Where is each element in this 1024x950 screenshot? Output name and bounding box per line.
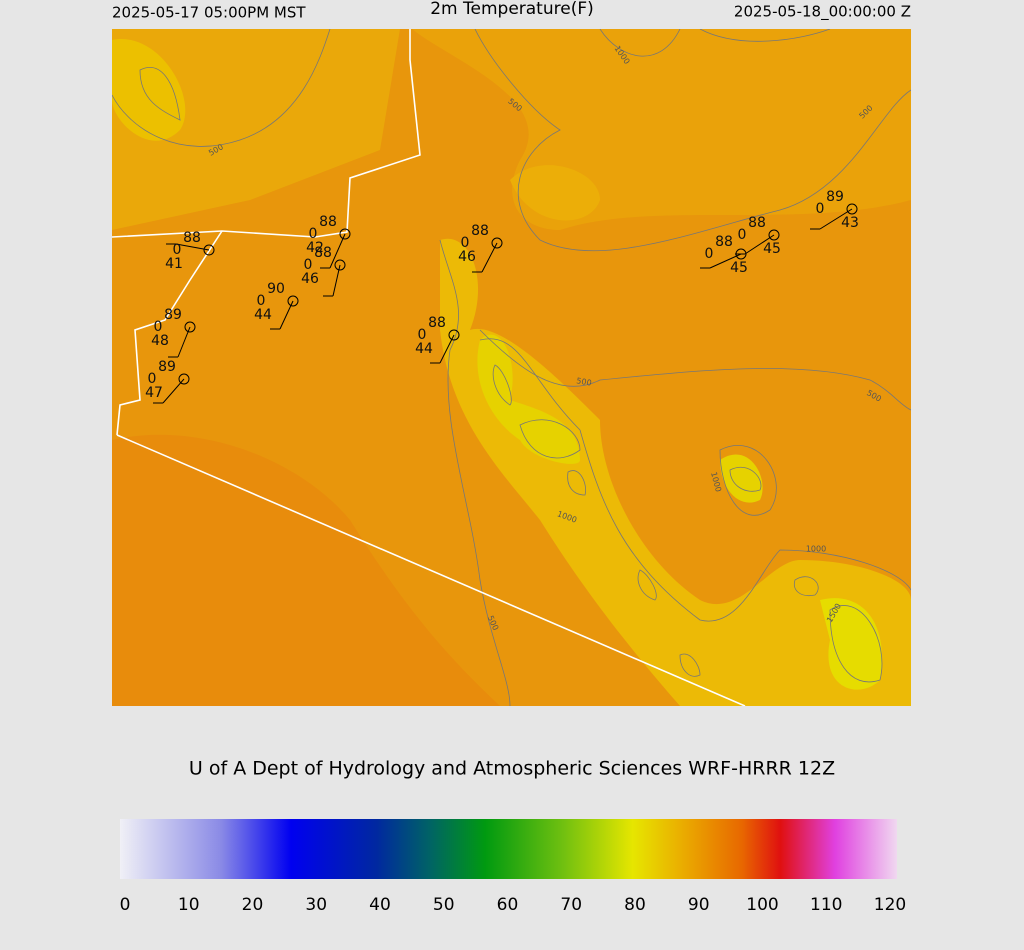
station-dewpoint: 41 — [165, 256, 183, 272]
station-wind: 0 — [705, 246, 714, 262]
wind-staff — [744, 234, 775, 255]
station-temp: 88 — [314, 245, 332, 261]
station-wind: 0 — [461, 235, 470, 251]
station-circle — [287, 295, 299, 307]
colorbar-tick-label: 10 — [178, 895, 200, 915]
station-temp: 88 — [319, 214, 337, 230]
station-circle — [203, 244, 215, 256]
station-circle — [334, 259, 346, 271]
station-circle — [178, 373, 190, 385]
colorbar-tick-label: 100 — [746, 895, 778, 915]
station-circle — [184, 321, 196, 333]
station-wind: 0 — [173, 242, 182, 258]
wind-staff — [329, 233, 346, 269]
station-wind: 0 — [309, 226, 318, 242]
station-temp: 88 — [715, 234, 733, 250]
station-dewpoint: 48 — [151, 333, 169, 349]
station-circle — [768, 229, 780, 241]
colorbar-tick-label: 110 — [810, 895, 842, 915]
station-temp: 88 — [183, 230, 201, 246]
colorbar-tick-label: 0 — [120, 895, 131, 915]
credit: U of A Dept of Hydrology and Atmospheric… — [189, 758, 835, 780]
colorbar-tick-label: 90 — [688, 895, 710, 915]
station-dewpoint: 43 — [841, 215, 859, 231]
station-circle — [339, 228, 351, 240]
colorbar-tick-label: 40 — [369, 895, 391, 915]
header-left: 2025-05-17 05:00PM MST — [112, 4, 306, 22]
station-wind: 0 — [154, 319, 163, 335]
station-temp: 89 — [164, 307, 182, 323]
colorbar-tick-label: 70 — [560, 895, 582, 915]
station-wind: 0 — [738, 227, 747, 243]
station-wind: 0 — [418, 327, 427, 343]
contour-label: 1000 — [806, 545, 826, 554]
station-dewpoint: 44 — [415, 341, 433, 357]
station-temp: 89 — [158, 359, 176, 375]
station-temp: 88 — [471, 223, 489, 239]
header-right: 2025-05-18_00:00:00 Z — [734, 3, 911, 22]
station-dewpoint: 46 — [301, 271, 319, 287]
station-temp: 88 — [748, 215, 766, 231]
contour-label: 500 — [576, 376, 593, 388]
colorbar-tick-label: 30 — [305, 895, 327, 915]
station-dewpoint: 45 — [730, 260, 748, 276]
station-dewpoint: 42 — [306, 240, 324, 256]
station-wind: 0 — [148, 371, 157, 387]
station-temp: 89 — [826, 189, 844, 205]
station-wind: 0 — [816, 201, 825, 217]
station-circle — [448, 329, 460, 341]
wind-staff — [819, 208, 853, 230]
station-dewpoint: 46 — [458, 249, 476, 265]
colorbar-tick-label: 20 — [242, 895, 264, 915]
map-title: 2m Temperature(F) — [430, 0, 594, 19]
wind-staff — [175, 243, 210, 251]
station-temp: 90 — [267, 281, 285, 297]
station-circle — [491, 237, 503, 249]
station-wind: 0 — [257, 293, 266, 309]
colorbar-tick-label: 80 — [624, 895, 646, 915]
station-wind: 0 — [304, 257, 313, 273]
station-circle — [846, 203, 858, 215]
station-dewpoint: 47 — [145, 385, 163, 401]
colorbar — [120, 819, 897, 879]
colorbar-tick-label: 50 — [433, 895, 455, 915]
wind-staff — [709, 253, 742, 269]
station-dewpoint: 45 — [763, 241, 781, 257]
station-temp: 88 — [428, 315, 446, 331]
map — [112, 29, 911, 706]
colorbar-tick-label: 120 — [874, 895, 906, 915]
colorbar-tick-label: 60 — [497, 895, 519, 915]
station-dewpoint: 44 — [254, 307, 272, 323]
